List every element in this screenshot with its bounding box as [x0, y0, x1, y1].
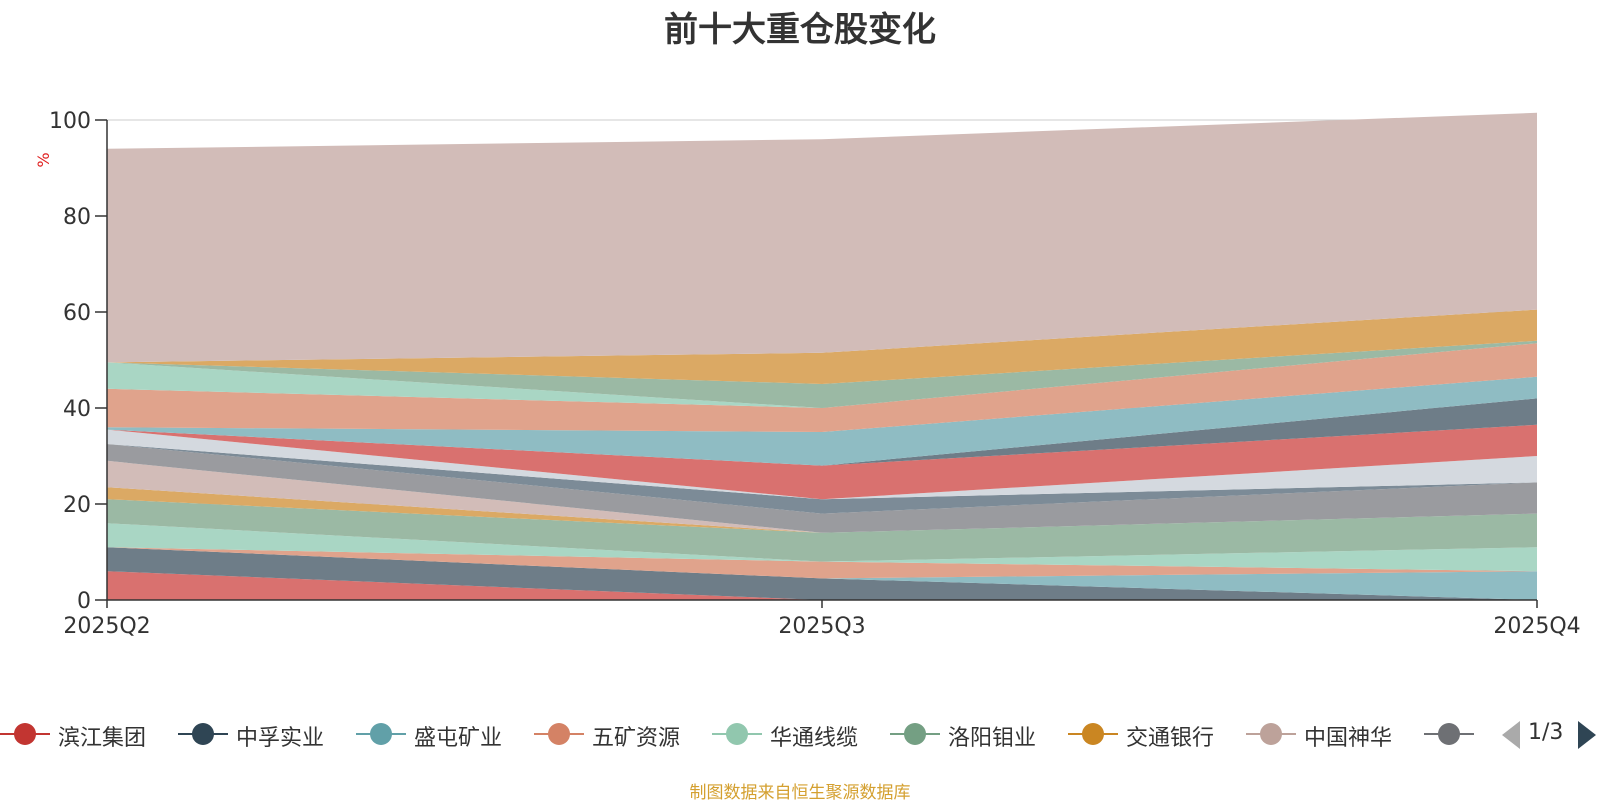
area-series-11[interactable]: [107, 429, 1537, 500]
legend-label: 滨江集团: [58, 726, 147, 751]
x-tick-label: 2025Q2: [63, 614, 150, 639]
legend-label: 洛阳钼业: [948, 726, 1037, 751]
area-series-10[interactable]: [107, 444, 1537, 514]
legend-dot-icon: [14, 723, 36, 745]
legend-dot-icon: [1082, 723, 1104, 745]
area-series-15[interactable]: [107, 343, 1537, 432]
area-series-5[interactable]: [107, 523, 1537, 572]
legend-label: 盛屯矿业: [414, 726, 503, 751]
legend-item[interactable]: 华通线缆: [712, 716, 890, 752]
legend-item[interactable]: 盛屯矿业: [356, 716, 534, 752]
legend: 滨江集团 中孚实业 盛屯矿业 五矿资源 华通线缆 洛阳钼业 交通银行 中国神华: [0, 716, 1600, 752]
chart-title: 前十大重仓股变化: [664, 10, 936, 50]
y-tick-label: 20: [63, 493, 91, 518]
area-series-2[interactable]: [107, 547, 1537, 600]
legend-item[interactable]: 中国神华: [1246, 716, 1424, 752]
area-series-12[interactable]: [107, 424, 1537, 500]
y-tick-label: 80: [63, 205, 91, 230]
area-series-18[interactable]: [107, 309, 1537, 384]
x-tick-label: 2025Q3: [778, 614, 865, 639]
legend-item[interactable]: 五矿资源: [534, 716, 712, 752]
y-tick-label: 60: [63, 301, 91, 326]
legend-dot-icon: [192, 723, 214, 745]
area-series-6[interactable]: [107, 499, 1537, 562]
area-series-9[interactable]: [107, 444, 1537, 533]
legend-label: 交通银行: [1126, 726, 1215, 751]
x-tick-label: 2025Q4: [1493, 614, 1580, 639]
legend-pager: 1/3: [1494, 716, 1600, 752]
y-axis-label: %: [34, 152, 53, 167]
y-tick-label: 100: [49, 109, 91, 134]
area-series-17[interactable]: [107, 340, 1537, 408]
area-series-1[interactable]: [107, 571, 1537, 600]
legend-item[interactable]: 中孚实业: [178, 716, 356, 752]
y-tick-label: 0: [77, 589, 91, 614]
area-series-4[interactable]: [107, 547, 1537, 579]
legend-dot-icon: [904, 723, 926, 745]
area-series-13[interactable]: [107, 398, 1537, 466]
legend-prev-icon[interactable]: [1502, 721, 1520, 749]
area-series-19[interactable]: [107, 112, 1537, 363]
legend-dot-icon: [1438, 723, 1460, 745]
legend-dot-icon: [548, 723, 570, 745]
legend-label: 中孚实业: [236, 726, 325, 751]
area-series-14[interactable]: [107, 376, 1537, 466]
area-series-16[interactable]: [107, 343, 1537, 408]
area-series-8[interactable]: [107, 460, 1537, 533]
legend-next-icon[interactable]: [1578, 721, 1596, 749]
area-series-3[interactable]: [107, 547, 1537, 600]
legend-item[interactable]: 交通银行: [1068, 716, 1246, 752]
legend-dot-icon: [726, 723, 748, 745]
area-series-7[interactable]: [107, 487, 1537, 533]
legend-page-indicator: 1/3: [1528, 720, 1564, 745]
legend-dot-icon: [1260, 723, 1282, 745]
y-tick-label: 40: [63, 397, 91, 422]
legend-dot-icon: [370, 723, 392, 745]
legend-item[interactable]: 洛阳钼业: [890, 716, 1068, 752]
data-source-note: 制图数据来自恒生聚源数据库: [689, 783, 911, 803]
legend-label: 五矿资源: [592, 726, 681, 751]
legend-item[interactable]: 滨江集团: [0, 716, 178, 752]
legend-label: 中国神华: [1304, 726, 1393, 751]
legend-label: 华通线缆: [770, 726, 859, 751]
legend-item[interactable]: [1424, 716, 1480, 752]
